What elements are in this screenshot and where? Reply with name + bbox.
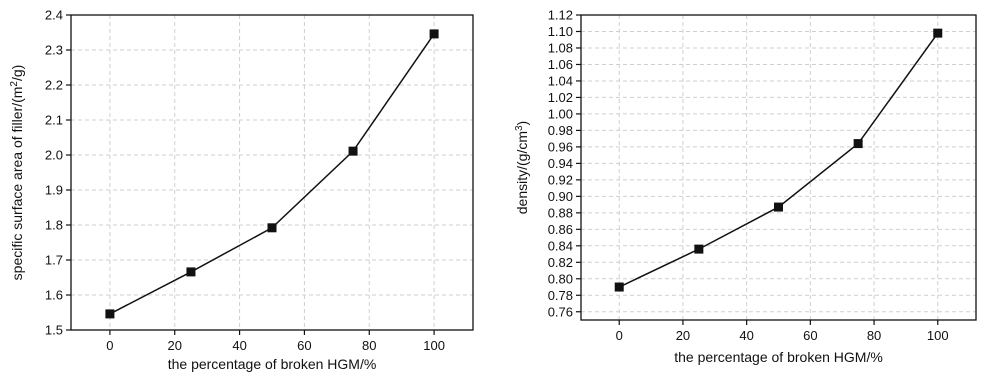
data-point [614, 282, 624, 292]
data-point [933, 28, 943, 38]
y-tick-label: 1.02 [548, 90, 573, 105]
data-point [267, 223, 277, 233]
y-tick-label: 1.6 [45, 288, 63, 303]
y-tick-label: 1.5 [45, 323, 63, 338]
plot-frame [580, 14, 977, 321]
y-tick-label: 2.3 [45, 43, 63, 58]
x-tick-label: 80 [867, 328, 881, 343]
data-point [186, 267, 196, 277]
y-tick-label: 2.2 [45, 78, 63, 93]
y-tick-label: 0.78 [548, 288, 573, 303]
data-point [348, 146, 358, 156]
x-tick-label: 60 [297, 338, 311, 353]
y-tick-label: 0.94 [548, 156, 573, 171]
x-tick-label: 20 [168, 338, 182, 353]
chart-density: 0 20 40 60 80 100 0.760.78 0.800.82 0.840.86 0.88… [514, 8, 977, 365]
y-tick-label: 0.82 [548, 255, 573, 270]
y-tick-label: 0.88 [548, 205, 573, 220]
x-axis-title: the percentage of broken HGM/% [168, 356, 377, 372]
data-point [694, 244, 704, 254]
series-line [109, 33, 435, 315]
plot-frame [70, 14, 474, 331]
y-tick-label: 1.9 [45, 183, 63, 198]
data-point [853, 139, 863, 149]
series-line [618, 32, 939, 288]
y-tick-label: 2.4 [45, 8, 63, 23]
x-tick-label: 40 [232, 338, 246, 353]
y-tick-label: 0.92 [548, 172, 573, 187]
y-tick-label: 0.86 [548, 222, 573, 237]
x-tick-label: 100 [423, 338, 445, 353]
gridlines [581, 14, 976, 320]
y-tick-label: 2.1 [45, 113, 63, 128]
y-tick-label: 0.90 [548, 189, 573, 204]
x-tick-label: 0 [616, 328, 623, 343]
chart-specific-surface-area: 0 20 40 60 80 100 1.5 1.6 1.7 1.8 1.9 2.0 2.1 2.2 2.3 2… [9, 8, 474, 372]
gridlines [71, 14, 473, 331]
y-tick-label: 1.7 [45, 253, 63, 268]
y-tick-label: 0.98 [548, 123, 573, 138]
x-axis-title: the percentage of broken HGM/% [674, 349, 883, 365]
y-tick-label: 1.04 [548, 73, 573, 88]
data-point [429, 29, 439, 39]
x-tick-label: 0 [106, 338, 113, 353]
y-tick-label: 0.84 [548, 238, 573, 253]
y-tick-label: 0.80 [548, 271, 573, 286]
y-tick-label: 1.00 [548, 106, 573, 121]
x-tick-label: 60 [803, 328, 817, 343]
x-tick-label: 20 [676, 328, 690, 343]
y-tick-label: 2.0 [45, 148, 63, 163]
y-tick-label: 1.10 [548, 24, 573, 39]
x-tick-label: 80 [362, 338, 376, 353]
y-tick-label: 1.06 [548, 57, 573, 72]
y-tick-label: 1.12 [548, 8, 573, 23]
data-point [105, 309, 115, 319]
y-tick-label: 0.76 [548, 304, 573, 319]
y-tick-label: 0.96 [548, 139, 573, 154]
data-point [774, 202, 783, 212]
y-tick-label: 1.08 [548, 40, 573, 55]
y-tick-label: 1.8 [45, 218, 63, 233]
x-tick-label: 40 [739, 328, 753, 343]
y-axis-title: specific surface area of filler/(m2/g) [9, 65, 26, 281]
x-tick-label: 100 [927, 328, 949, 343]
y-axis-title: density/(g/cm3) [514, 121, 531, 214]
